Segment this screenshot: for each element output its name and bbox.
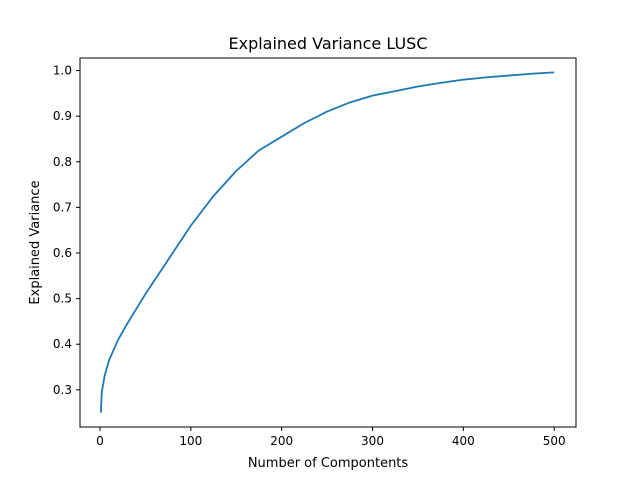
- axes-frame: [79, 57, 577, 428]
- x-tick-label: 0: [96, 434, 104, 448]
- x-tick-label: 100: [179, 434, 202, 448]
- y-tick-label: 0.9: [53, 109, 72, 123]
- chart-title: Explained Variance LUSC: [228, 34, 427, 53]
- series-line: [99, 71, 555, 413]
- y-tick-label: 0.4: [53, 337, 72, 351]
- plot-area: [99, 71, 555, 413]
- y-tick-label: 0.8: [53, 155, 72, 169]
- y-tick-label: 0.3: [53, 383, 72, 397]
- x-tick-label: 200: [270, 434, 293, 448]
- x-axis-label: Number of Compontents: [248, 456, 409, 471]
- x-tick-label: 500: [543, 434, 566, 448]
- y-axis-label: Explained Variance: [28, 180, 43, 304]
- y-tick-label: 0.7: [53, 200, 72, 214]
- x-tick-label: 300: [361, 434, 384, 448]
- y-tick-label: 1.0: [53, 64, 72, 78]
- y-tick-label: 0.5: [53, 292, 72, 306]
- x-tick-label: 400: [452, 434, 475, 448]
- y-tick-label: 0.6: [53, 246, 72, 260]
